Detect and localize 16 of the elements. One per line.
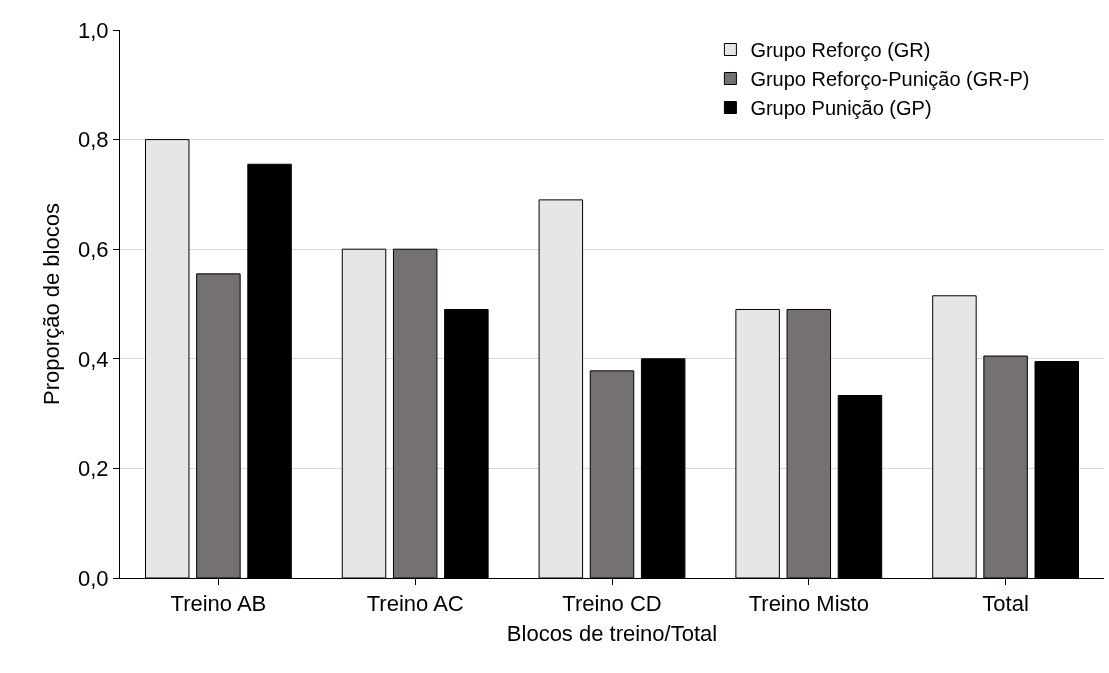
legend-label: Grupo Reforço-Punição (GR-P) <box>750 68 1030 91</box>
legend-label: Grupo Punição (GP) <box>750 97 932 120</box>
x-axis-title: Blocos de treino/Total <box>506 621 718 647</box>
x-tick-label: Total <box>982 591 1029 617</box>
x-tick-label: Treino AB <box>170 591 267 617</box>
y-tick-label: 1,0 <box>78 17 109 43</box>
y-tick-label: 0,2 <box>78 456 109 482</box>
x-tick-label: Treino CD <box>562 591 662 617</box>
legend-label: Grupo Reforço (GR) <box>750 39 931 62</box>
y-tick-label: 0,6 <box>78 236 109 262</box>
x-tick-label: Treino Misto <box>748 591 869 617</box>
y-tick-label: 0,8 <box>78 127 109 153</box>
y-axis-title: Proporção de blocos <box>38 203 64 405</box>
y-tick-label: 0,4 <box>78 346 109 372</box>
y-tick-label: 0,0 <box>78 565 109 591</box>
x-tick-label: Treino AC <box>366 591 464 617</box>
